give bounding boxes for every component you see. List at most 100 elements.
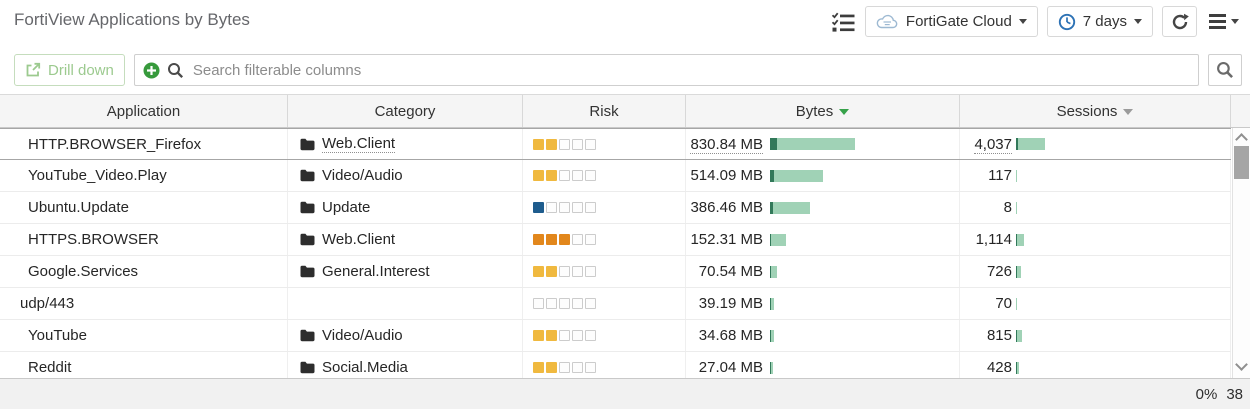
menu-button[interactable] [1206, 14, 1242, 29]
category-cell [288, 288, 523, 319]
risk-square [559, 266, 570, 277]
category-cell: Web.Client [288, 129, 523, 159]
column-header-label: Bytes [796, 103, 834, 120]
page-title: FortiView Applications by Bytes [14, 10, 250, 30]
risk-cell [523, 352, 686, 378]
sessions-value[interactable]: 8 [1004, 199, 1012, 216]
scroll-up-icon[interactable] [1235, 133, 1248, 146]
sessions-cell: 428 [960, 352, 1231, 378]
folder-icon [300, 169, 315, 182]
sessions-bar [1016, 138, 1045, 150]
bytes-value[interactable]: 27.04 MB [699, 359, 763, 376]
category-link[interactable]: General.Interest [300, 263, 430, 280]
search-input[interactable] [191, 61, 1190, 80]
sessions-cell: 815 [960, 320, 1231, 351]
application-cell: YouTube_Video.Play [0, 160, 288, 191]
application-cell: YouTube [0, 320, 288, 351]
search-bar [134, 54, 1199, 86]
category-name: General.Interest [322, 263, 430, 280]
vertical-scrollbar[interactable] [1232, 128, 1250, 378]
category-link[interactable]: Update [300, 199, 370, 216]
column-header[interactable]: Bytes [686, 95, 960, 127]
device-selector-button[interactable]: FortiGate Cloud [865, 6, 1038, 37]
refresh-button[interactable] [1162, 6, 1197, 37]
risk-square [533, 139, 544, 150]
bytes-value[interactable]: 830.84 MB [690, 136, 763, 154]
risk-square [533, 330, 544, 341]
time-range-button[interactable]: 7 days [1047, 6, 1153, 37]
table-row[interactable]: udp/443 39.19 MB 70 [0, 288, 1231, 320]
category-link[interactable]: Video/Audio [300, 327, 403, 344]
bytes-cell: 514.09 MB [686, 160, 960, 191]
category-link[interactable]: Web.Client [300, 231, 395, 248]
table-row[interactable]: Reddit Social.Media 27.04 MB 428 [0, 352, 1231, 378]
table-row[interactable]: Ubuntu.Update Update 386.46 MB 8 [0, 192, 1231, 224]
bytes-bar [770, 330, 774, 342]
entry-count: 38 [1226, 386, 1243, 403]
category-name: Video/Audio [322, 327, 403, 344]
bytes-cell: 152.31 MB [686, 224, 960, 255]
sessions-value[interactable]: 4,037 [974, 136, 1012, 154]
caret-down-icon [1134, 19, 1142, 24]
add-filter-icon[interactable] [143, 62, 160, 79]
search-submit-button[interactable] [1208, 54, 1242, 86]
bytes-cell: 70.54 MB [686, 256, 960, 287]
bytes-cell: 34.68 MB [686, 320, 960, 351]
sessions-value[interactable]: 1,114 [976, 231, 1012, 248]
risk-cell [523, 224, 686, 255]
column-header[interactable]: Category [288, 95, 523, 127]
table-row[interactable]: HTTP.BROWSER_Firefox Web.Client 830.84 M… [0, 128, 1231, 160]
category-link[interactable]: Video/Audio [300, 167, 403, 184]
risk-square [572, 362, 583, 373]
table-row[interactable]: HTTPS.BROWSER Web.Client 152.31 MB 1,114 [0, 224, 1231, 256]
filter-list-icon[interactable] [831, 11, 856, 33]
risk-square [533, 234, 544, 245]
sessions-bar [1016, 362, 1019, 374]
sessions-value[interactable]: 428 [987, 359, 1012, 376]
sessions-value[interactable]: 815 [987, 327, 1012, 344]
search-icon [1216, 61, 1234, 79]
category-link[interactable]: Web.Client [300, 135, 395, 153]
sessions-value[interactable]: 70 [995, 295, 1012, 312]
sessions-value[interactable]: 117 [988, 167, 1012, 184]
application-name: Google.Services [28, 263, 138, 280]
column-header[interactable]: Risk [523, 95, 686, 127]
bytes-value[interactable]: 514.09 MB [690, 167, 763, 184]
risk-square [546, 362, 557, 373]
risk-square [585, 362, 596, 373]
table-row[interactable]: YouTube_Video.Play Video/Audio 514.09 MB… [0, 160, 1231, 192]
risk-square [559, 170, 570, 181]
scroll-down-icon[interactable] [1235, 358, 1248, 371]
table-body: HTTP.BROWSER_Firefox Web.Client 830.84 M… [0, 128, 1231, 378]
table-header-row: Application Category Risk Bytes Sessions [0, 94, 1250, 128]
titlebar-controls: FortiGate Cloud 7 days [831, 6, 1242, 37]
bytes-cell: 39.19 MB [686, 288, 960, 319]
sessions-cell: 1,114 [960, 224, 1231, 255]
caret-down-icon [1231, 19, 1239, 24]
bytes-cell: 386.46 MB [686, 192, 960, 223]
folder-icon [300, 138, 315, 151]
application-name: HTTP.BROWSER_Firefox [28, 136, 201, 153]
bytes-value[interactable]: 34.68 MB [699, 327, 763, 344]
risk-square [585, 298, 596, 309]
application-cell: HTTP.BROWSER_Firefox [0, 129, 288, 159]
bytes-value[interactable]: 39.19 MB [699, 295, 763, 312]
sessions-bar [1016, 266, 1021, 278]
column-header[interactable]: Sessions [960, 95, 1231, 127]
sessions-value[interactable]: 726 [987, 263, 1012, 280]
category-cell: Web.Client [288, 224, 523, 255]
bytes-value[interactable]: 386.46 MB [690, 199, 763, 216]
bytes-value[interactable]: 70.54 MB [699, 263, 763, 280]
bytes-value[interactable]: 152.31 MB [690, 231, 763, 248]
table-row[interactable]: YouTube Video/Audio 34.68 MB 815 [0, 320, 1231, 352]
column-header-label: Category [375, 103, 436, 120]
drill-down-button[interactable]: Drill down [14, 54, 125, 86]
risk-cell [523, 320, 686, 351]
category-link[interactable]: Social.Media [300, 359, 408, 376]
drill-down-icon [25, 62, 41, 78]
column-header[interactable]: Application [0, 95, 288, 127]
table-row[interactable]: Google.Services General.Interest 70.54 M… [0, 256, 1231, 288]
bytes-cell: 27.04 MB [686, 352, 960, 378]
bytes-bar [770, 138, 855, 150]
scrollbar-thumb[interactable] [1234, 146, 1249, 179]
